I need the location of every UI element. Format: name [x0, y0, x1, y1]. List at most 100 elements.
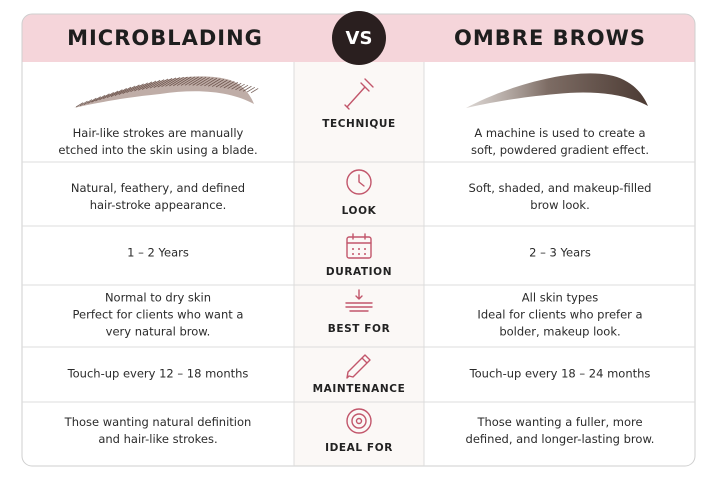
hair-stroke — [79, 100, 88, 107]
hair-stroke — [153, 78, 169, 88]
left-text: Natural, feathery, and defined — [71, 181, 245, 195]
row-label: TECHNIQUE — [322, 118, 396, 130]
row-icon — [346, 233, 372, 259]
hair-stroke — [235, 83, 245, 91]
row-icon — [346, 408, 372, 434]
hair-stroke — [141, 80, 157, 90]
hair-stroke — [122, 85, 136, 94]
hair-stroke — [176, 76, 192, 86]
right-text: Soft, shaded, and makeup-filled — [469, 181, 652, 195]
hair-stroke — [138, 81, 153, 91]
hair-stroke — [161, 77, 177, 88]
row: Hair-like strokes are manually etched int… — [58, 78, 649, 157]
hair-stroke — [106, 90, 119, 99]
left-text: and hair-like strokes. — [98, 432, 217, 446]
icon-shape — [346, 354, 371, 379]
right-text: bolder, makeup look. — [499, 325, 620, 339]
middle-column-bg — [294, 62, 424, 466]
icon-dot — [352, 253, 354, 255]
hair-stroke — [200, 77, 214, 87]
right-text: A machine is used to create a — [474, 126, 645, 140]
left-text: Perfect for clients who want a — [73, 308, 244, 322]
row: Touch-up every 12 – 18 months Touch-up ev… — [67, 354, 650, 395]
hair-stroke — [243, 85, 252, 92]
icon-dot — [352, 248, 354, 250]
hair-stroke — [215, 79, 228, 88]
icon-shape — [351, 413, 367, 429]
icon-shape — [355, 417, 363, 425]
icon-dot — [358, 248, 360, 250]
icon-shape — [346, 236, 372, 259]
hair-stroke — [227, 82, 239, 89]
icon-shape — [346, 233, 372, 244]
right-text: Ideal for clients who prefer a — [477, 308, 642, 322]
hair-stroke — [157, 78, 173, 88]
hair-stroke — [110, 89, 123, 97]
right-text: soft, powdered gradient effect. — [471, 143, 649, 157]
hair-stroke — [145, 79, 161, 90]
row-label: BEST FOR — [328, 323, 391, 335]
left-text: etched into the skin using a blade. — [58, 143, 257, 157]
row: Natural, feathery, and defined hair-strok… — [71, 169, 652, 217]
hair-stroke — [126, 84, 140, 94]
row-label: IDEAL FOR — [325, 442, 393, 454]
icon-shape — [346, 408, 372, 434]
row-label: DURATION — [326, 266, 392, 278]
row: 1 – 2 Years 2 – 3 Years DURATION — [127, 233, 591, 278]
hair-stroke — [169, 76, 184, 87]
vs-text: VS — [346, 28, 373, 49]
left-text: Hair-like strokes are manually — [73, 126, 244, 140]
left-text: Touch-up every 12 – 18 months — [67, 367, 249, 381]
hair-stroke — [219, 80, 232, 88]
icon-shape — [345, 289, 373, 312]
hair-stroke — [188, 76, 203, 86]
left-title: MICROBLADING — [67, 26, 263, 50]
row: Those wanting natural definition and hair… — [64, 408, 655, 454]
left-text: hair-stroke appearance. — [90, 198, 227, 212]
icon-shape — [346, 169, 372, 195]
hair-stroke — [180, 76, 196, 86]
right-text: brow look. — [530, 198, 589, 212]
hair-stroke — [87, 97, 97, 104]
row-icon — [346, 169, 372, 195]
microblading-brow — [74, 76, 259, 108]
hair-stroke — [196, 77, 210, 86]
right-text: All skin types — [522, 291, 598, 305]
hair-stroke — [95, 94, 106, 102]
hair-stroke — [208, 78, 221, 87]
left-text: Those wanting natural definition — [64, 415, 252, 429]
hair-stroke — [192, 76, 207, 86]
hair-stroke — [204, 77, 218, 87]
right-text: 2 – 3 Years — [529, 246, 591, 260]
icon-dot — [364, 253, 366, 255]
left-text: very natural brow. — [106, 325, 211, 339]
hair-stroke — [223, 81, 235, 89]
grid — [22, 62, 695, 466]
hair-stroke — [114, 88, 127, 96]
right-text: defined, and longer-lasting brow. — [466, 432, 655, 446]
hair-stroke — [246, 86, 256, 93]
left-text: Normal to dry skin — [105, 291, 211, 305]
hair-stroke — [231, 82, 242, 90]
hair-stroke — [91, 96, 101, 103]
right-title: OMBRE BROWS — [454, 26, 646, 50]
hair-stroke — [239, 84, 249, 91]
vs-badge — [332, 11, 386, 65]
row-label: LOOK — [342, 205, 377, 217]
hair-stroke — [83, 99, 93, 105]
row-icon — [344, 78, 374, 110]
ombre-brow — [466, 73, 648, 108]
icon-shape — [344, 78, 374, 110]
hair-stroke — [211, 79, 225, 87]
hair-stroke — [130, 83, 144, 93]
icon-dot — [364, 248, 366, 250]
hair-stroke — [149, 79, 165, 89]
right-text: Those wanting a fuller, more — [476, 415, 642, 429]
hair-stroke — [118, 86, 132, 95]
icon-shape — [358, 174, 365, 187]
icon-dot — [358, 253, 360, 255]
hair-stroke — [165, 77, 181, 87]
hair-stroke — [184, 76, 199, 86]
hair-stroke — [103, 91, 115, 100]
left-text: 1 – 2 Years — [127, 246, 189, 260]
